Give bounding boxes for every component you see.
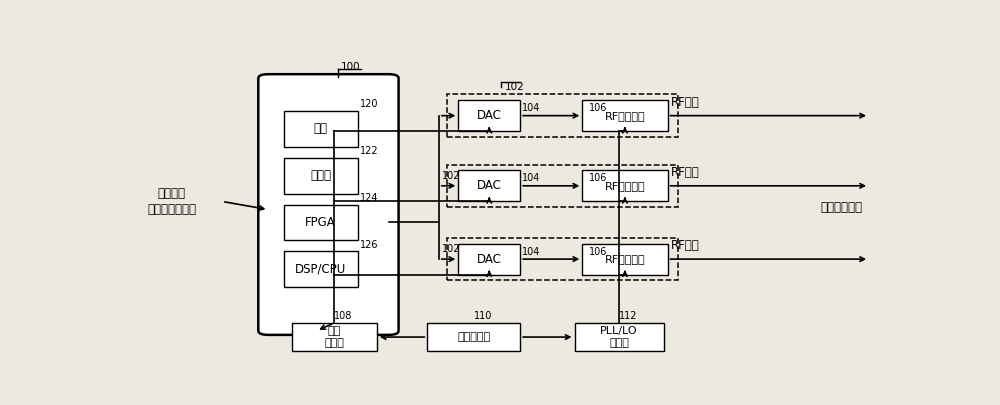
Bar xyxy=(458,243,520,275)
Text: DAC: DAC xyxy=(477,179,502,192)
Text: 106: 106 xyxy=(589,173,607,183)
Text: 基准振荡器: 基准振荡器 xyxy=(457,332,490,342)
Text: RF上变换器: RF上变换器 xyxy=(605,254,645,264)
Bar xyxy=(292,323,377,351)
Text: FPGA: FPGA xyxy=(305,216,336,229)
Text: 100: 100 xyxy=(340,62,360,72)
Text: RF上变换器: RF上变换器 xyxy=(605,111,645,121)
Text: 124: 124 xyxy=(360,193,378,203)
Bar xyxy=(447,164,678,207)
Text: 102: 102 xyxy=(505,82,524,92)
Bar xyxy=(582,100,668,131)
Text: RF输出: RF输出 xyxy=(671,239,699,252)
Text: 102: 102 xyxy=(442,171,460,181)
Text: 126: 126 xyxy=(360,240,378,250)
Text: （来自外部源）: （来自外部源） xyxy=(147,203,196,216)
Text: 时钟
生成器: 时钟 生成器 xyxy=(324,326,344,348)
Text: 104: 104 xyxy=(522,173,540,183)
Text: 110: 110 xyxy=(474,311,492,320)
Text: DSP/CPU: DSP/CPU xyxy=(295,263,346,276)
Text: DAC: DAC xyxy=(477,109,502,122)
Text: 122: 122 xyxy=(360,146,378,156)
Text: 104: 104 xyxy=(522,103,540,113)
Bar xyxy=(284,251,358,287)
Bar xyxy=(284,158,358,194)
Bar xyxy=(447,238,678,280)
Text: 波形控制: 波形控制 xyxy=(158,187,186,200)
Bar xyxy=(458,100,520,131)
Text: 电源: 电源 xyxy=(314,122,328,135)
Bar xyxy=(284,111,358,147)
Text: 108: 108 xyxy=(334,311,353,320)
Text: 104: 104 xyxy=(522,247,540,257)
Text: RF输出: RF输出 xyxy=(671,166,699,179)
Text: 120: 120 xyxy=(360,99,378,109)
FancyBboxPatch shape xyxy=(258,74,399,335)
Text: 至受测试设备: 至受测试设备 xyxy=(821,201,863,214)
Text: 106: 106 xyxy=(589,247,607,257)
Text: RF上变换器: RF上变换器 xyxy=(605,181,645,191)
Text: 112: 112 xyxy=(619,311,638,320)
Text: DAC: DAC xyxy=(477,253,502,266)
Bar xyxy=(458,170,520,201)
Text: RF输出: RF输出 xyxy=(671,96,699,109)
Bar xyxy=(582,170,668,201)
Text: PLL/LO
生成器: PLL/LO 生成器 xyxy=(600,326,638,348)
Text: 106: 106 xyxy=(589,103,607,113)
Bar xyxy=(574,323,664,351)
Bar xyxy=(284,205,358,241)
Bar xyxy=(447,94,678,136)
Text: 102: 102 xyxy=(442,245,460,254)
Bar xyxy=(582,243,668,275)
Bar xyxy=(427,323,520,351)
Text: 存储器: 存储器 xyxy=(310,169,331,182)
